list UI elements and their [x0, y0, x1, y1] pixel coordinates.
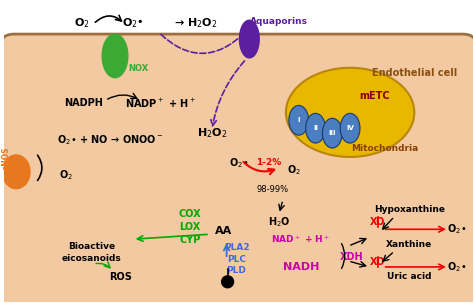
Text: NAD$^+$ + H$^+$: NAD$^+$ + H$^+$	[271, 233, 330, 245]
Ellipse shape	[340, 113, 360, 143]
Text: H$_2$O$_2$: H$_2$O$_2$	[197, 126, 227, 140]
Text: II: II	[313, 125, 318, 131]
Text: Uric acid: Uric acid	[387, 272, 432, 281]
Ellipse shape	[306, 113, 326, 143]
Ellipse shape	[2, 155, 30, 189]
Text: COX: COX	[179, 209, 201, 219]
Text: NADP$^+$ + H$^+$: NADP$^+$ + H$^+$	[125, 97, 196, 110]
Text: O$_2$•: O$_2$•	[447, 260, 466, 274]
Text: Xanthine: Xanthine	[386, 240, 432, 249]
Text: LOX: LOX	[180, 222, 201, 232]
Text: O$_2$: O$_2$	[73, 16, 89, 30]
Text: I: I	[298, 117, 300, 123]
Text: H$_2$O: H$_2$O	[268, 215, 290, 229]
Text: O$_2$•: O$_2$•	[447, 222, 466, 236]
Text: O$_2$• + NO → ONOO$^-$: O$_2$• + NO → ONOO$^-$	[57, 133, 164, 147]
Text: PLC: PLC	[227, 255, 246, 264]
Text: 98-99%: 98-99%	[257, 185, 289, 194]
Text: PLA2: PLA2	[224, 243, 249, 251]
Text: Mitochondria: Mitochondria	[351, 144, 419, 152]
Text: AA: AA	[215, 226, 232, 236]
Text: IV: IV	[346, 125, 354, 131]
Ellipse shape	[286, 68, 414, 157]
Text: XO: XO	[370, 217, 385, 227]
FancyBboxPatch shape	[0, 34, 474, 303]
Text: O$_2$: O$_2$	[287, 163, 301, 177]
Text: XDH: XDH	[340, 252, 364, 262]
Circle shape	[222, 276, 234, 288]
Text: Endothelial cell: Endothelial cell	[372, 68, 457, 78]
Text: Bioactive: Bioactive	[68, 241, 115, 251]
Ellipse shape	[322, 118, 342, 148]
Ellipse shape	[239, 20, 259, 58]
Text: eicosanoids: eicosanoids	[62, 254, 121, 262]
Ellipse shape	[289, 105, 309, 135]
Text: 1-2%: 1-2%	[256, 158, 282, 167]
Text: NADPH: NADPH	[64, 98, 103, 108]
Text: O$_2$•: O$_2$•	[122, 16, 144, 30]
Text: Aquaporins: Aquaporins	[250, 17, 308, 26]
Text: NOX: NOX	[128, 64, 148, 73]
Text: III: III	[328, 130, 336, 136]
Text: O$_2$: O$_2$	[59, 168, 73, 182]
Text: XO: XO	[370, 257, 385, 267]
Text: mETC: mETC	[359, 91, 390, 101]
Text: ROS: ROS	[109, 272, 132, 282]
Text: NADH: NADH	[283, 262, 319, 272]
Ellipse shape	[102, 34, 128, 78]
Text: PLD: PLD	[227, 266, 246, 275]
Text: eNOS: eNOS	[2, 146, 11, 170]
Text: O$_2$•: O$_2$•	[229, 156, 248, 170]
Text: Hypoxanthine: Hypoxanthine	[374, 205, 445, 214]
Text: → H$_2$O$_2$: → H$_2$O$_2$	[174, 16, 218, 30]
Text: CYP: CYP	[179, 235, 201, 245]
